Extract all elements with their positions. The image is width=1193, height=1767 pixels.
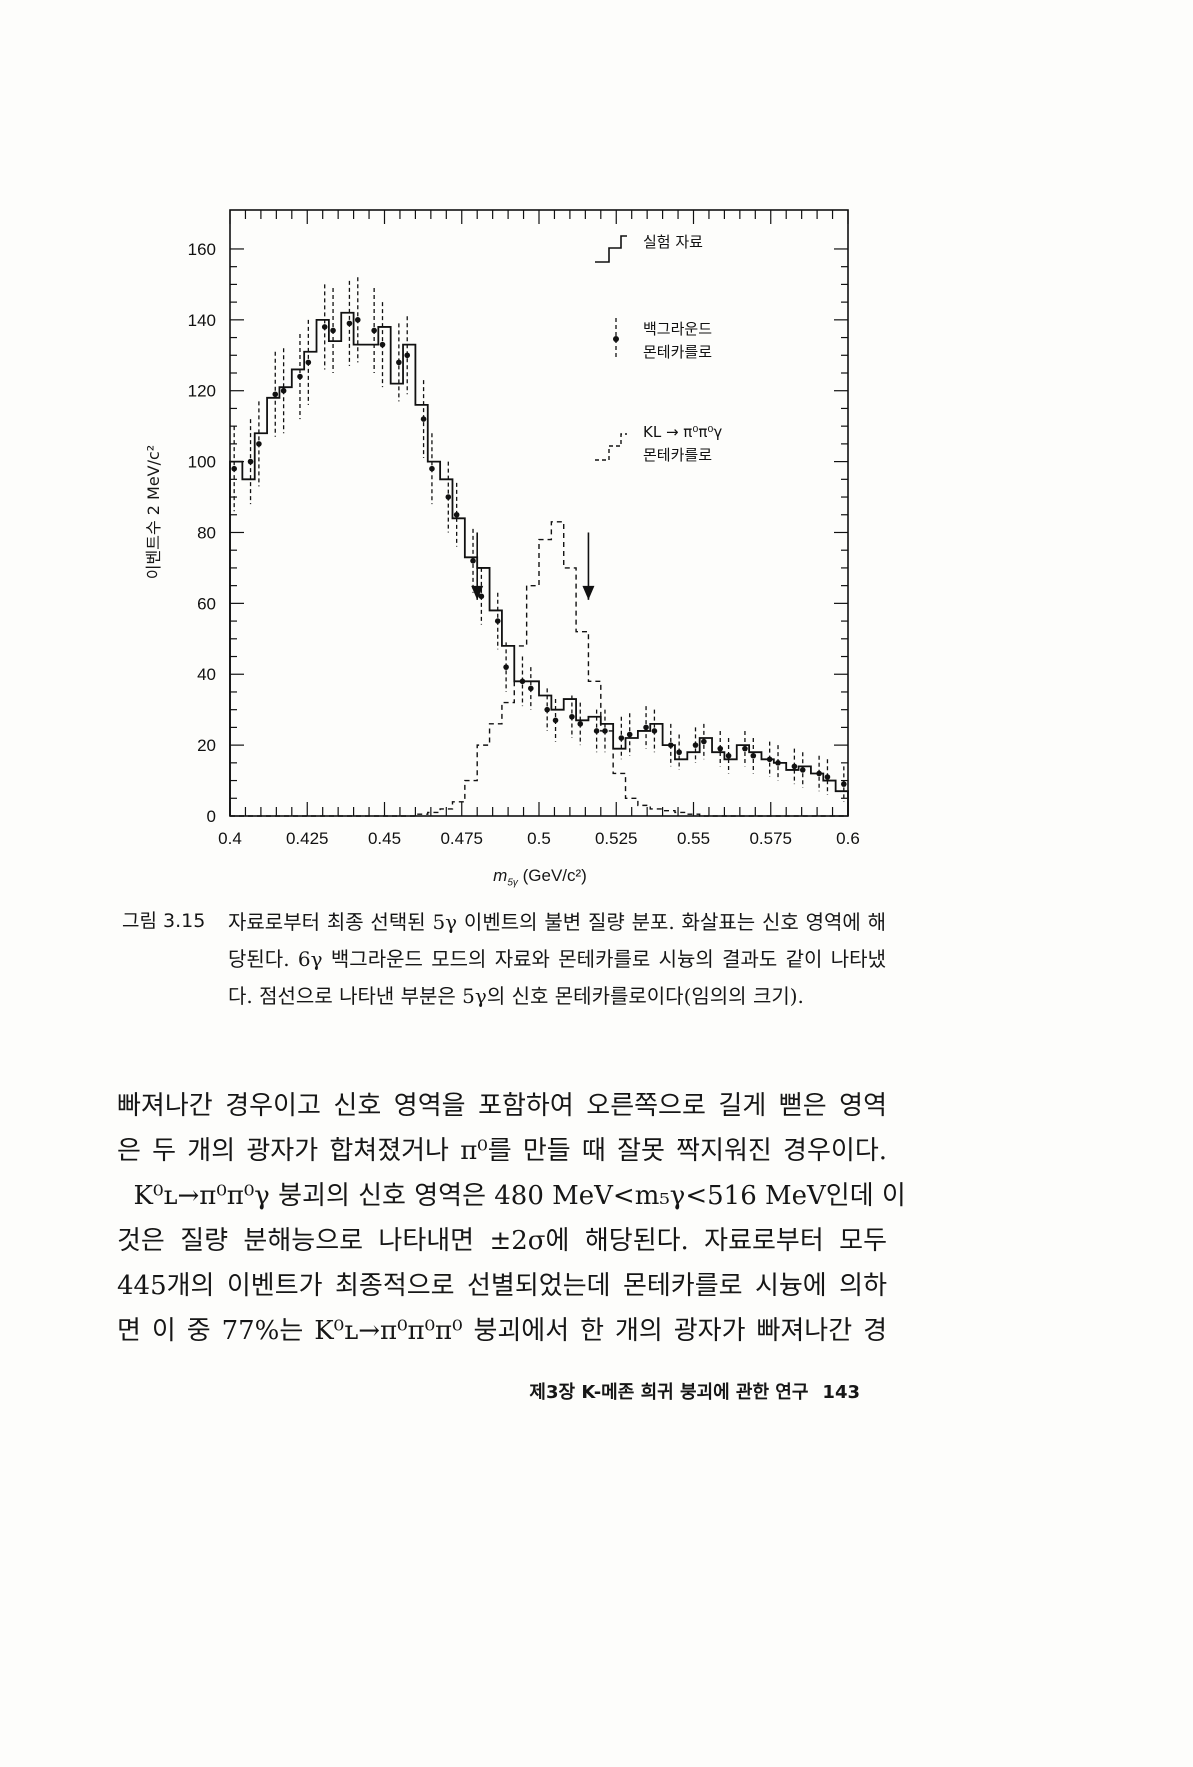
- background-mc-point: [503, 664, 509, 670]
- figure-number: 그림 3.15: [122, 910, 206, 932]
- background-mc-point: [346, 320, 353, 327]
- background-mc-point: [396, 359, 402, 366]
- body-line: 은 두 개의 광자가 합쳐졌거나 π⁰를 만들 때 잘못 짝지워진 경우이다.: [117, 1136, 887, 1166]
- y-axis-label: 이벤트수 2 MeV/c²: [144, 444, 163, 580]
- x-tick-label: 0.4: [218, 829, 242, 848]
- background-mc-point: [231, 465, 237, 472]
- background-mc-point: [330, 327, 336, 334]
- background-mc-point: [478, 593, 485, 600]
- y-tick-label: 20: [197, 736, 216, 755]
- background-mc-point: [676, 749, 682, 756]
- background-mc-point: [602, 728, 608, 734]
- background-mc-point: [494, 618, 501, 624]
- x-tick-label: 0.55: [677, 829, 710, 848]
- background-mc-point: [470, 558, 476, 564]
- background-mc-point: [528, 685, 534, 692]
- background-mc-point: [354, 317, 361, 323]
- page-footer: 제3장 K-메존 희귀 붕괴에 관한 연구 143: [440, 1378, 860, 1404]
- x-tick-label: 0.6: [836, 829, 860, 848]
- x-axis-label: m5γ (GeV/c²): [440, 866, 640, 888]
- body-line: 빠져나간 경우이고 신호 영역을 포함하여 오른쪽으로 길게 뻗은 영역: [117, 1091, 887, 1121]
- background-mc-point: [577, 721, 584, 727]
- figure-caption: 자료로부터 최종 선택된 5γ 이벤트의 불변 질량 분포. 화살표는 신호 영…: [228, 910, 886, 1008]
- body-line: 면 이 중 77%는 K⁰ʟ→π⁰π⁰π⁰ 붕괴에서 한 개의 광자가 빠져나간…: [117, 1316, 887, 1346]
- background-mc-point: [280, 387, 287, 394]
- background-mc-point: [247, 458, 254, 465]
- signal-region-arrow-head: [471, 585, 484, 600]
- y-tick-label: 120: [188, 382, 216, 401]
- x-tick-label: 0.525: [595, 829, 638, 848]
- background-mc-point: [791, 763, 798, 770]
- y-tick-label: 160: [188, 240, 216, 259]
- background-mc-point: [569, 713, 575, 720]
- background-mc-point: [626, 731, 633, 738]
- legend-signal-label-2: 몬테카를로: [643, 446, 712, 464]
- x-tick-label: 0.5: [527, 829, 551, 848]
- background-mc-point: [445, 494, 452, 500]
- background-mc-point: [321, 324, 328, 330]
- y-tick-label: 60: [197, 594, 216, 613]
- data-histogram: [229, 311, 849, 816]
- background-mc-point: [824, 774, 831, 780]
- background-mc-point: [420, 416, 427, 422]
- background-mc-point: [544, 706, 550, 713]
- y-tick-label: 100: [188, 453, 216, 472]
- x-tick-label: 0.45: [368, 829, 401, 848]
- legend-signal-label-1: KL → π⁰π⁰γ: [643, 423, 722, 441]
- plot-frame: [229, 209, 849, 817]
- background-mc-point: [552, 717, 559, 724]
- legend-signal-symbol: [595, 433, 627, 461]
- x-tick-label: 0.575: [749, 829, 792, 848]
- legend-data-label: 실험 자료: [643, 233, 703, 251]
- body-line: 445개의 이벤트가 최종적으로 선별되었는데 몬테카를로 시늉에 의하: [117, 1271, 887, 1301]
- background-mc-point: [379, 341, 386, 348]
- y-tick-label: 140: [188, 311, 216, 330]
- background-mc-point: [429, 465, 435, 472]
- background-mc-point: [256, 441, 262, 447]
- x-axis-label-var: m: [493, 866, 508, 885]
- body-line: K⁰ʟ→π⁰π⁰γ 붕괴의 신호 영역은 480 MeV<m₅γ<516 MeV…: [117, 1181, 906, 1211]
- chapter-title: 제3장 K-메존 희귀 붕괴에 관한 연구: [529, 1382, 809, 1403]
- background-mc-point: [593, 728, 600, 734]
- signal-mc-histogram: [230, 521, 848, 817]
- x-axis-label-unit: (GeV/c²): [517, 866, 587, 885]
- background-mc-point: [717, 745, 724, 752]
- x-tick-label: 0.425: [286, 829, 329, 848]
- background-mc-point: [305, 359, 312, 366]
- background-mc-point: [404, 352, 411, 359]
- legend-bg-symbol-point: [613, 336, 619, 342]
- background-mc-point: [651, 728, 658, 734]
- background-mc-point: [643, 724, 649, 731]
- background-mc-point: [799, 767, 806, 773]
- background-mc-point: [750, 752, 757, 759]
- legend-bg-label-2: 몬테카를로: [643, 343, 712, 361]
- background-mc-point: [618, 735, 625, 741]
- background-mc-point: [272, 391, 279, 398]
- y-tick-label: 40: [197, 665, 216, 684]
- background-mc-point: [371, 327, 377, 334]
- background-mc-point: [742, 745, 748, 752]
- background-mc-point: [297, 373, 303, 380]
- mass-distribution-chart: 0.4 0.425 0.45 0.475 0.5 0.525 0.55 0.575 0.6 0 20…: [188, 209, 860, 848]
- x-tick-label: 0.475: [440, 829, 483, 848]
- background-mc-point: [453, 511, 460, 518]
- body-line: 것은 질량 분해능으로 나타내면 ±2σ에 해당된다. 자료로부터 모두: [117, 1226, 887, 1256]
- signal-region-arrow-head: [582, 585, 595, 600]
- legend-bg-label-1: 백그라운드: [643, 320, 712, 338]
- body-text: 빠져나간 경우이고 신호 영역을 포함하여 오른쪽으로 길게 뻗은 영역 은 두…: [117, 1084, 906, 1354]
- background-mc-point: [701, 738, 707, 745]
- page-number: 143: [822, 1382, 860, 1403]
- background-mc-point: [841, 781, 847, 787]
- y-tick-label: 0: [207, 807, 216, 826]
- background-mc-point: [725, 752, 732, 759]
- background-mc-point: [692, 742, 699, 748]
- x-axis-label-sub: 5γ: [507, 877, 518, 889]
- y-tick-label: 80: [197, 523, 216, 542]
- legend-data-symbol: [595, 235, 627, 263]
